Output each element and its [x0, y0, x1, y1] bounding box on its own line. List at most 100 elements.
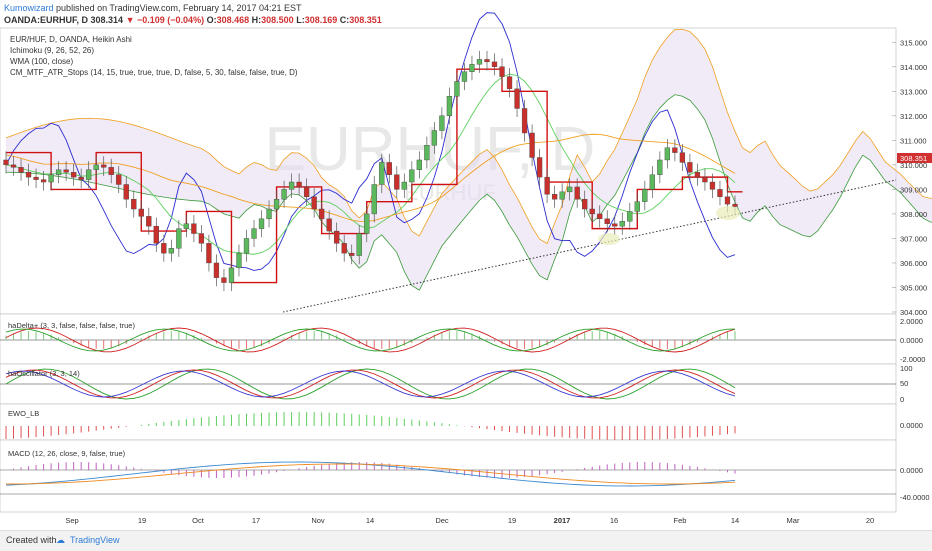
time-axis: Sep 19 Oct 17 Nov 14 Dec 19 2017 16 Feb 14 Mar 20	[65, 516, 874, 525]
candle-body	[597, 213, 603, 220]
candle-body	[221, 277, 227, 283]
candle-body	[484, 59, 490, 63]
time-tick-label: 17	[252, 516, 260, 525]
candle-body	[604, 218, 610, 224]
candle-body	[544, 176, 550, 195]
time-tick-label: Mar	[787, 516, 800, 525]
wma-line	[5, 133, 736, 222]
macd-tick-zero: 0.0000	[900, 466, 923, 475]
candle-body	[176, 228, 182, 249]
candle-body	[303, 186, 310, 197]
candle-body	[431, 130, 438, 146]
author-link[interactable]: Kumowizard	[4, 3, 54, 13]
price-tick-label: 312.000	[900, 112, 927, 121]
candle-body	[251, 228, 257, 239]
candle-body	[424, 145, 430, 161]
candle-body	[334, 230, 340, 244]
tradingview-logo-text[interactable]: TradingView	[70, 535, 120, 545]
candle-body	[258, 218, 265, 229]
haosc-green-line	[5, 368, 736, 400]
candle-body	[183, 223, 190, 229]
time-tick-label: 19	[138, 516, 146, 525]
candle-body	[55, 169, 62, 175]
candle-body	[416, 159, 422, 170]
candle-body	[709, 181, 716, 190]
low-value: 308.169	[304, 15, 338, 25]
candle-body	[101, 164, 107, 168]
legend-wma: WMA (100, close)	[10, 57, 74, 66]
legend-symbol: EUR/HUF, D, OANDA, Heikin Ashi	[10, 35, 132, 44]
time-tick-label: 14	[366, 516, 374, 525]
haosc-tick-100: 100	[900, 364, 913, 373]
candle-body	[319, 208, 325, 220]
candle-body	[281, 189, 287, 200]
last-price: 308.314	[90, 15, 124, 25]
candle-body	[213, 262, 220, 278]
candle-body	[206, 243, 212, 264]
ewo-tick-zero: 0.0000	[900, 421, 923, 430]
trend-line	[282, 179, 897, 313]
footer-bar: Created with ☁ TradingView	[0, 530, 932, 551]
candle-body	[559, 191, 565, 200]
candle-body	[446, 96, 453, 117]
candle-body	[153, 225, 159, 244]
candle-body	[288, 181, 295, 190]
candle-body	[732, 203, 738, 207]
candle-body	[394, 174, 400, 190]
candle-body	[409, 169, 415, 183]
time-tick-label: Oct	[192, 516, 205, 525]
highlight-low-2	[716, 206, 740, 220]
candle-body	[138, 208, 144, 217]
hadelta-label: haDelta+ (3, 3, false, false, false, tru…	[8, 321, 135, 330]
candle-body	[146, 216, 152, 227]
candle-body	[401, 181, 407, 190]
candle-body	[266, 208, 272, 220]
candle-body	[191, 223, 197, 234]
price-tick-label: 306.000	[900, 259, 927, 268]
time-tick-label: 14	[731, 516, 739, 525]
candle-body	[439, 115, 445, 131]
change-value: −0.109 (−0.04%)	[137, 15, 205, 25]
ewo-pane	[0, 403, 897, 441]
candle-body	[296, 181, 302, 188]
candle-body	[161, 243, 167, 254]
macd-label: MACD (12, 26, close, 9, false, true)	[8, 449, 126, 458]
candle-body	[371, 184, 377, 215]
haosc-tick-50: 50	[900, 379, 908, 388]
candle-body	[198, 233, 205, 244]
candle-body	[356, 233, 362, 256]
candle-body	[551, 194, 558, 200]
candle-body	[672, 147, 678, 153]
candle-body	[521, 108, 528, 134]
candle-body	[311, 196, 317, 210]
tradingview-cloud-icon: ☁	[56, 535, 65, 545]
price-tick-label: 308.000	[900, 210, 927, 219]
candle-body	[657, 159, 663, 175]
candle-body	[123, 184, 129, 200]
high-label: H:	[251, 15, 262, 25]
candle-body	[243, 238, 250, 254]
candle-body	[724, 196, 731, 205]
close-label: C:	[339, 15, 350, 25]
time-tick-label: 20	[866, 516, 874, 525]
candle-body	[33, 176, 39, 180]
candle-body	[364, 213, 370, 234]
footer-created-with: Created with	[6, 535, 57, 545]
candle-body	[499, 66, 505, 77]
candle-body	[582, 198, 588, 210]
macd-tick-low: -40.0000	[900, 493, 930, 502]
highlight-low-1	[598, 233, 620, 245]
publish-line: Kumowizard published on TradingView.com,…	[4, 2, 302, 14]
candle-body	[612, 223, 618, 227]
candle-body	[529, 132, 535, 158]
chart-canvas[interactable]: EURHUF, D EURHUF 315.000314.000313.00031…	[0, 0, 932, 530]
candle-body	[108, 167, 114, 175]
haosc-red-line	[5, 369, 736, 399]
price-tick-label: 309.000	[900, 185, 927, 194]
price-tick-label: 314.000	[900, 63, 927, 72]
legend-atr-stops: CM_MTF_ATR_Stops (14, 15, true, true, tr…	[10, 68, 298, 77]
candle-body	[702, 176, 708, 183]
candle-body	[679, 152, 686, 163]
price-tick-label: 311.000	[900, 136, 927, 145]
hadelta-tick-high: 2.0000	[900, 317, 923, 326]
